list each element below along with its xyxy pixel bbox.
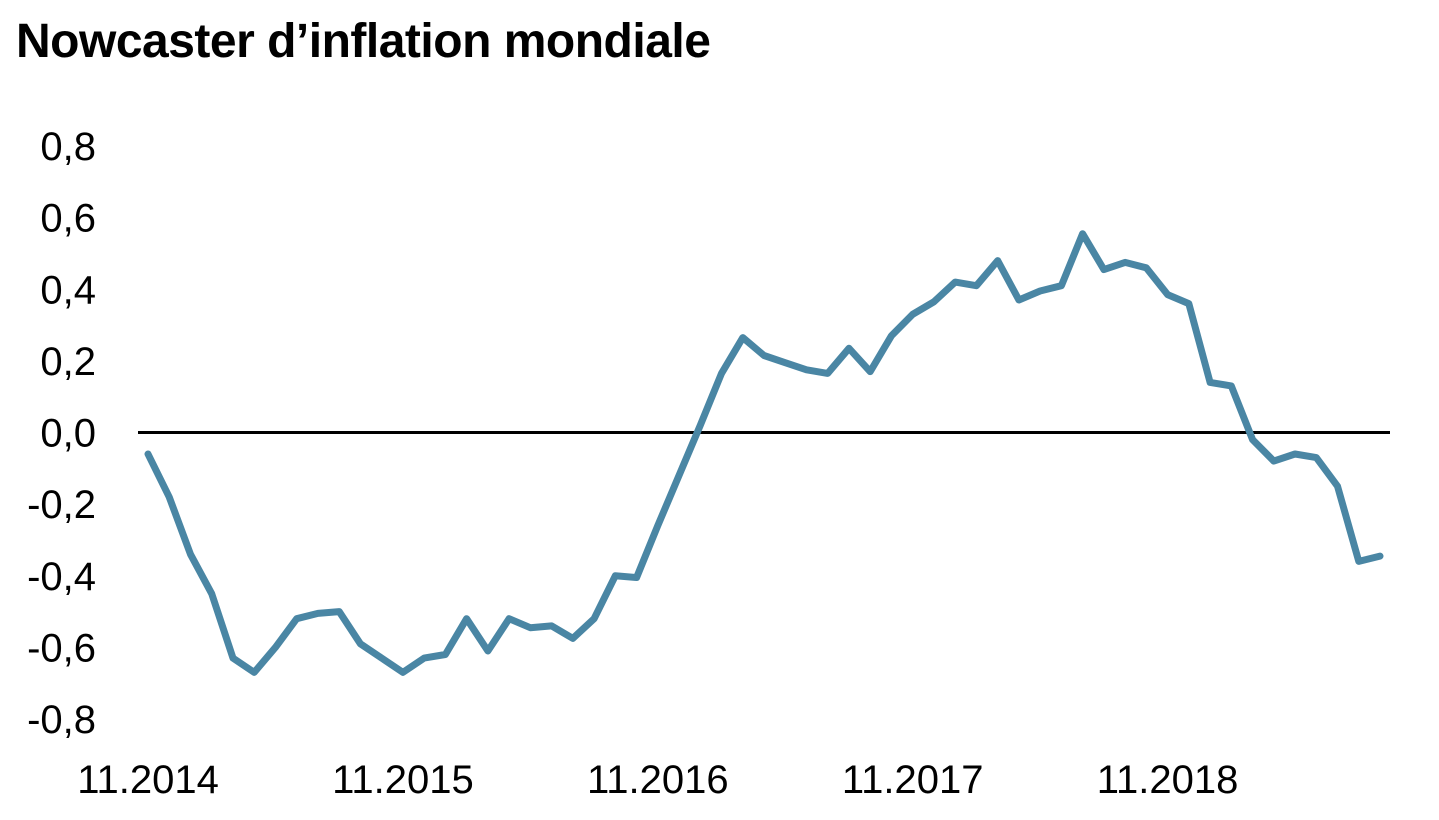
y-tick-label: -0,6	[27, 626, 96, 670]
x-tick-label: 11.2016	[587, 758, 729, 802]
x-tick-label: 11.2015	[332, 758, 474, 802]
y-tick-label: -0,8	[27, 698, 96, 742]
y-tick-label: 0,8	[40, 125, 96, 169]
y-tick-label: -0,2	[27, 483, 96, 527]
x-tick-label: 11.2018	[1097, 758, 1239, 802]
y-tick-label: 0,4	[40, 268, 96, 312]
y-axis-ticks: 0,8 0,6 0,4 0,2 0,0 -0,2 -0,4 -0,6 -0,8	[27, 125, 96, 742]
y-tick-label: 0,6	[40, 197, 96, 241]
x-tick-label: 11.2014	[77, 758, 219, 802]
chart-title: Nowcaster d’inflation mondiale	[16, 15, 711, 68]
y-tick-label: 0,0	[40, 412, 96, 456]
x-axis-ticks: 11.2014 11.2015 11.2016 11.2017 11.2018	[77, 758, 1238, 802]
y-tick-label: -0,4	[27, 555, 96, 599]
x-tick-label: 11.2017	[842, 758, 984, 802]
y-tick-label: 0,2	[40, 340, 96, 384]
series-line	[144, 230, 1384, 676]
